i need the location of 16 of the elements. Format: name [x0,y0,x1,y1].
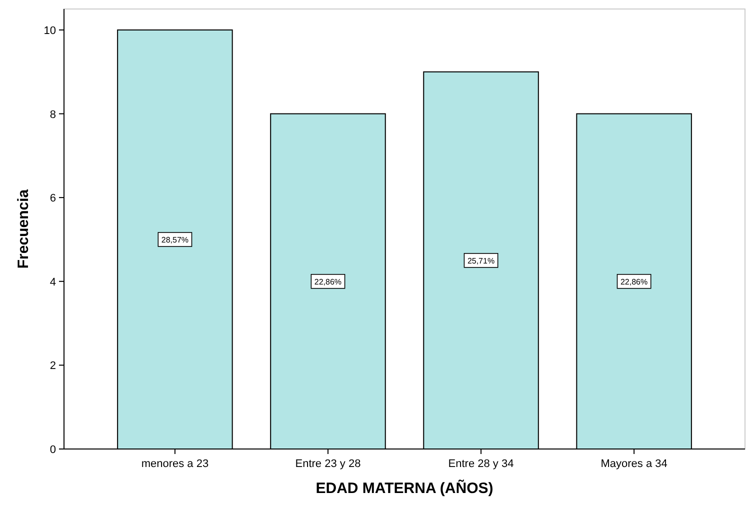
annotation: 25,71% [467,256,495,266]
annotation: 22,86% [314,277,342,286]
y-tick-label: 8 [50,108,56,121]
x-axis-title: EDAD MATERNA (AÑOS) [316,479,494,497]
annotation: 22,86% [620,277,648,286]
y-tick-label: 4 [50,276,56,288]
annotation: 28,57% [161,235,189,244]
y-tick-label: 6 [50,192,56,205]
y-tick-label: 2 [50,360,56,372]
y-tick-label: 0 [50,444,56,456]
x-tick-label: Entre 28 y 34 [448,458,514,470]
x-tick-label: menores a 23 [141,458,209,470]
x-tick-label: Entre 23 y 28 [295,458,361,470]
y-axis-title: Frecuencia [15,188,32,269]
x-tick-label: Mayores a 34 [600,458,668,470]
y-tick-label: 10 [44,24,56,37]
